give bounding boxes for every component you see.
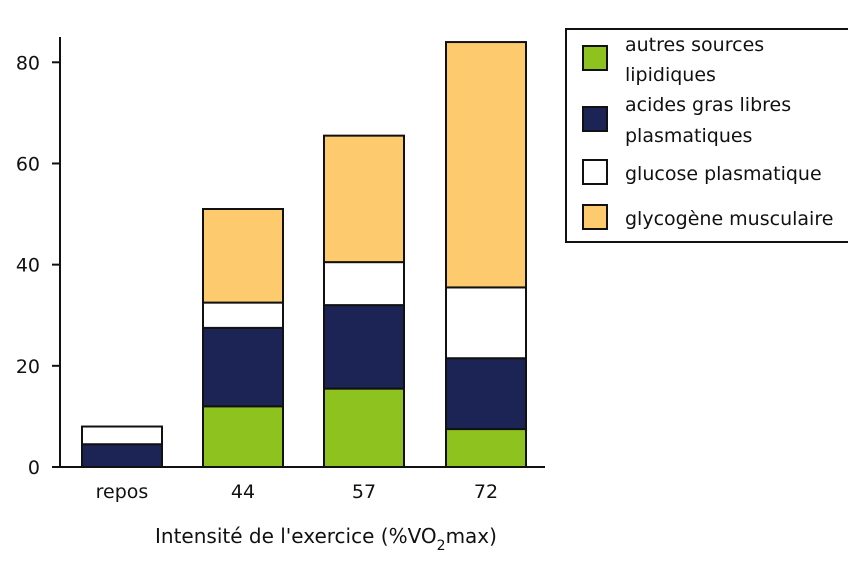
x-axis-label-subscript: 2 — [437, 538, 446, 554]
legend-swatch-glucose-plasmatique — [582, 159, 608, 185]
legend-swatch-acides-gras-libres-plasmatiques — [582, 106, 608, 132]
bars-group — [81, 41, 527, 469]
bar-segment-acides-gras-libres-plasmatiques — [202, 326, 284, 408]
legend: autres sources lipidiques acides gras libr… — [565, 28, 848, 243]
bar-segment-glucose-plasmatique — [202, 301, 284, 329]
bar-segment-glucose-plasmatique — [445, 286, 527, 360]
legend-label-line: plasmatiques — [625, 125, 752, 147]
bar-segment-acides-gras-libres-plasmatiques — [323, 304, 405, 390]
legend-label-line: lipidiques — [625, 64, 716, 86]
x-tick-label: 57 — [352, 481, 376, 503]
x-ticks-group: repos 44 57 72 — [96, 481, 498, 503]
bar-segment-glucose-plasmatique — [323, 261, 405, 307]
bar-segment-autres-sources-lipidiques — [445, 428, 527, 469]
legend-label-line: glucose plasmatique — [625, 163, 822, 185]
legend-swatch-glycogene-musculaire — [582, 204, 608, 230]
x-tick-label: 44 — [231, 481, 255, 503]
y-tick-label: 80 — [16, 52, 40, 74]
x-tick-label: 72 — [474, 481, 498, 503]
x-axis-label-main: Intensité de l'exercice (%VO — [155, 524, 437, 548]
bar-segment-autres-sources-lipidiques — [323, 387, 405, 468]
x-axis-label: Intensité de l'exercice (%VO2max) — [155, 524, 497, 554]
legend-label-glucose-plasmatique: glucose plasmatique — [625, 163, 822, 185]
legend-frame — [565, 28, 848, 243]
bar-segment-autres-sources-lipidiques — [202, 405, 284, 469]
bar-segment-glycogene-musculaire — [202, 208, 284, 304]
x-tick-label: repos — [96, 481, 149, 503]
y-ticks-group: 0 20 40 60 80 — [16, 52, 60, 479]
bar-segment-glucose-plasmatique — [81, 425, 163, 446]
legend-label-glycogene-musculaire: glycogène musculaire — [625, 208, 833, 230]
y-tick-label: 0 — [28, 457, 40, 479]
bar-segment-acides-gras-libres-plasmatiques — [445, 357, 527, 431]
bar-segment-glycogene-musculaire — [445, 41, 527, 289]
legend-swatch-autres-sources-lipidiques — [582, 45, 608, 71]
x-axis-label-suffix: max) — [446, 524, 497, 548]
y-tick-label: 20 — [16, 356, 40, 378]
legend-label-line: glycogène musculaire — [625, 208, 833, 230]
legend-label-acides-gras-libres-plasmatiques: acides gras libres plasmatiques — [625, 94, 791, 147]
bar-segment-acides-gras-libres-plasmatiques — [81, 443, 163, 468]
bar-segment-glycogene-musculaire — [323, 134, 405, 264]
y-tick-label: 60 — [16, 153, 40, 175]
legend-label-line: autres sources — [625, 34, 764, 56]
legend-label-line: acides gras libres — [625, 94, 791, 116]
legend-label-autres-sources-lipidiques: autres sources lipidiques — [625, 34, 764, 86]
y-tick-label: 40 — [16, 255, 40, 277]
